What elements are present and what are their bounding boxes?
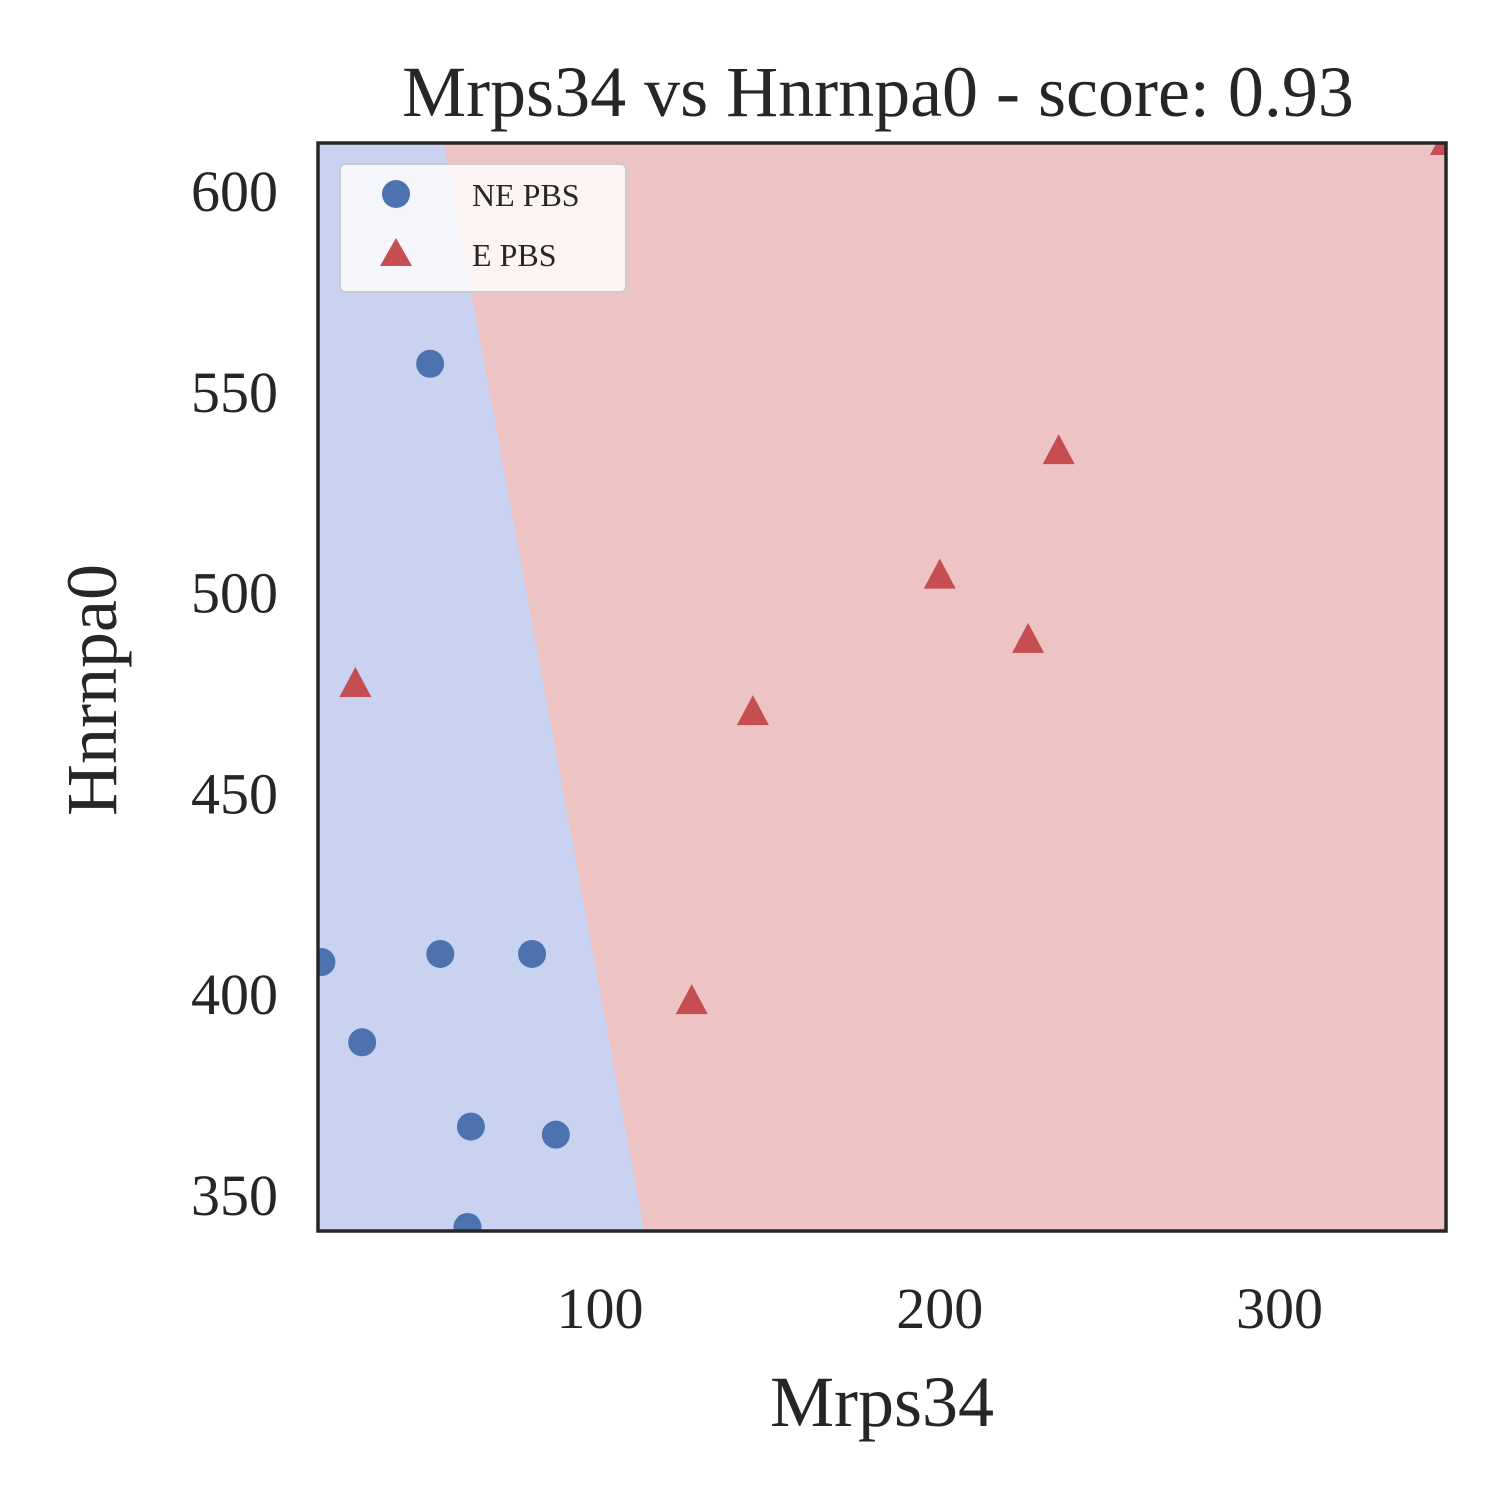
data-point-ne-pbs — [348, 1028, 377, 1057]
legend-marker-ne-pbs — [382, 180, 410, 208]
data-point-ne-pbs — [318, 948, 336, 977]
y-tick-label: 450 — [191, 761, 278, 826]
data-point-e-pbs — [339, 666, 372, 697]
legend: NE PBS E PBS — [339, 163, 627, 293]
y-axis-label: Hnrnpa0 — [52, 564, 132, 816]
data-point-ne-pbs — [456, 1112, 485, 1141]
data-point-e-pbs — [675, 984, 708, 1015]
y-tick-label: 350 — [191, 1163, 278, 1228]
left-region — [318, 143, 645, 1231]
y-tick-label: 550 — [191, 360, 278, 425]
x-axis-ticks: 100 200 300 — [557, 1276, 1324, 1341]
data-point-ne-pbs — [518, 939, 547, 968]
decision-regions — [318, 143, 1446, 1231]
data-points — [318, 143, 1446, 1231]
x-tick-label: 300 — [1236, 1276, 1323, 1341]
data-point-e-pbs — [1430, 143, 1446, 155]
y-axis-ticks: 350 400 450 500 550 600 — [191, 159, 278, 1228]
data-point-e-pbs — [1042, 434, 1075, 465]
chart-title: Mrps34 vs Hnrnpa0 - score: 0.93 — [402, 52, 1354, 132]
y-tick-label: 400 — [191, 962, 278, 1027]
data-point-ne-pbs — [416, 349, 445, 378]
data-point-ne-pbs — [426, 939, 455, 968]
y-tick-label: 500 — [191, 561, 278, 626]
legend-marker-e-pbs — [380, 238, 412, 266]
x-tick-label: 200 — [896, 1276, 983, 1341]
data-point-ne-pbs — [541, 1120, 570, 1149]
legend-label-e-pbs: E PBS — [472, 237, 556, 273]
x-axis-label: Mrps34 — [770, 1362, 994, 1442]
x-tick-label: 100 — [557, 1276, 644, 1341]
data-point-e-pbs — [1012, 622, 1045, 653]
data-point-e-pbs — [736, 695, 769, 726]
data-point-ne-pbs — [453, 1212, 482, 1231]
data-point-e-pbs — [923, 558, 956, 589]
legend-box — [339, 163, 627, 293]
plot-frame — [316, 141, 1448, 1233]
y-tick-label: 600 — [191, 159, 278, 224]
legend-label-ne-pbs: NE PBS — [472, 177, 580, 213]
